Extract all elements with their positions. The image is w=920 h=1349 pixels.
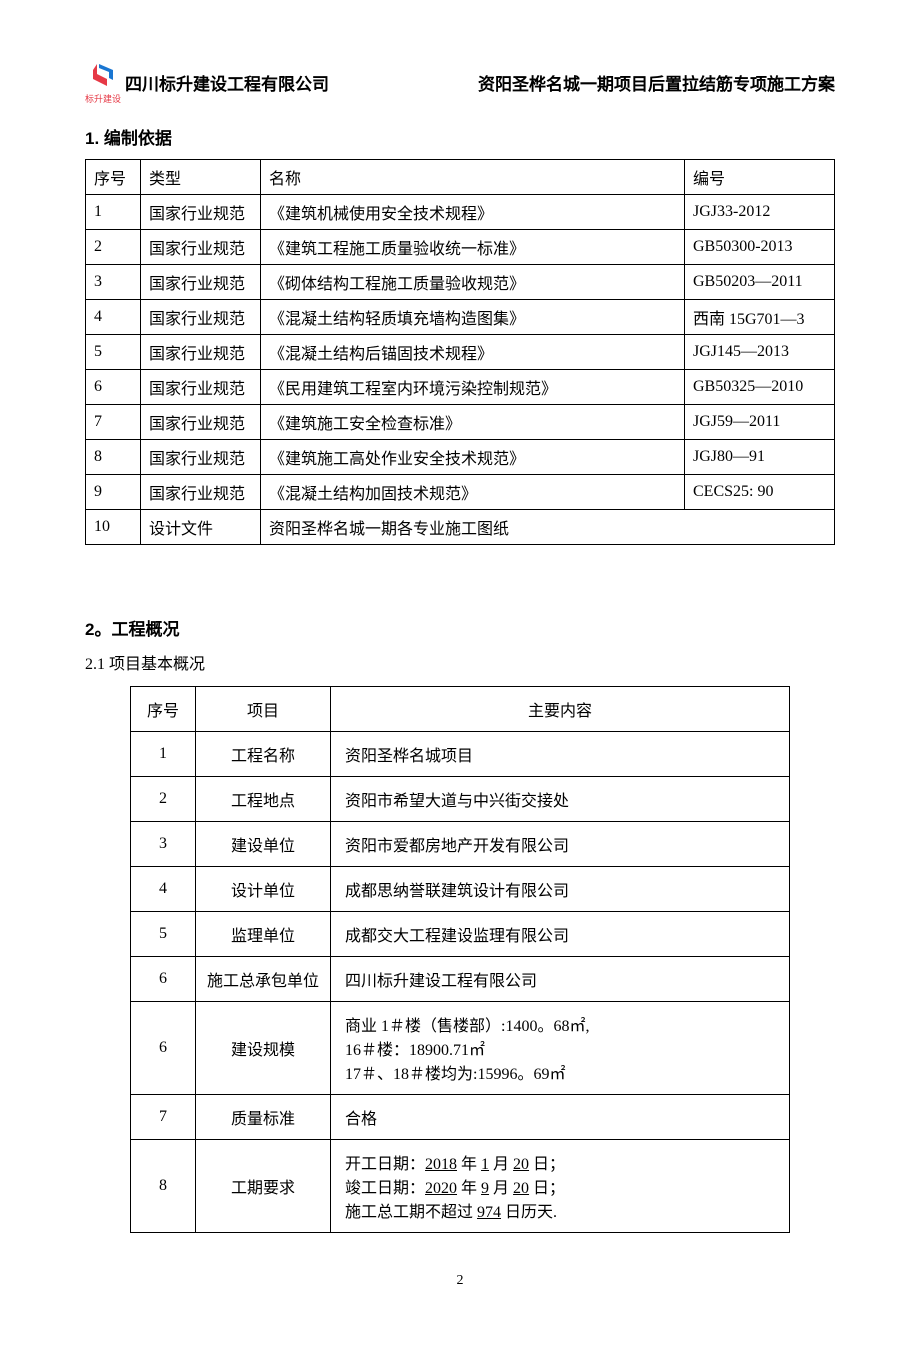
table-row: 8 国家行业规范 《建筑施工高处作业安全技术规范》 JGJ80—91	[86, 440, 835, 475]
table-row: 7 质量标准 合格	[131, 1095, 790, 1140]
logo-text: 标升建设	[85, 92, 121, 105]
section1-heading: 1. 编制依据	[85, 124, 835, 149]
table-row: 1 国家行业规范 《建筑机械使用安全技术规程》 JGJ33-2012	[86, 195, 835, 230]
table-header-row: 序号 项目 主要内容	[131, 687, 790, 732]
section2-subheading: 2.1 项目基本概况	[85, 650, 835, 674]
col-seq: 序号	[86, 160, 141, 195]
table-row: 8 工期要求 开工日期：2018 年 1 月 20 日； 竣工日期：2020 年…	[131, 1140, 790, 1233]
document-header: 标升建设 四川标升建设工程有限公司 资阳圣桦名城一期项目后置拉结筋专项施工方案	[85, 60, 835, 104]
table-row: 4 国家行业规范 《混凝土结构轻质填充墙构造图集》 西南 15G701—3	[86, 300, 835, 335]
table-row: 6 国家行业规范 《民用建筑工程室内环境污染控制规范》 GB50325—2010	[86, 370, 835, 405]
table-row: 2 工程地点 资阳市希望大道与中兴街交接处	[131, 777, 790, 822]
schedule-cell: 开工日期：2018 年 1 月 20 日； 竣工日期：2020 年 9 月 20…	[331, 1140, 790, 1233]
table-row: 5 国家行业规范 《混凝土结构后锚固技术规程》 JGJ145—2013	[86, 335, 835, 370]
table-row: 6 施工总承包单位 四川标升建设工程有限公司	[131, 957, 790, 1002]
col-item: 项目	[196, 687, 331, 732]
page-number: 2	[85, 1273, 835, 1289]
table-row: 9 国家行业规范 《混凝土结构加固技术规范》 CECS25: 90	[86, 475, 835, 510]
table-row: 10 设计文件 资阳圣桦名城一期各专业施工图纸	[86, 510, 835, 545]
company-logo: 标升建设	[85, 60, 121, 104]
table-header-row: 序号 类型 名称 编号	[86, 160, 835, 195]
col-type: 类型	[141, 160, 261, 195]
project-info-table: 序号 项目 主要内容 1 工程名称 资阳圣桦名城项目 2 工程地点 资阳市希望大…	[130, 686, 790, 1233]
table-row: 1 工程名称 资阳圣桦名城项目	[131, 732, 790, 777]
section2-heading: 2。工程概况	[85, 615, 835, 640]
table-row: 7 国家行业规范 《建筑施工安全检查标准》 JGJ59—2011	[86, 405, 835, 440]
project-title: 资阳圣桦名城一期项目后置拉结筋专项施工方案	[478, 70, 835, 95]
table-row: 5 监理单位 成都交大工程建设监理有限公司	[131, 912, 790, 957]
col-seq: 序号	[131, 687, 196, 732]
col-content: 主要内容	[331, 687, 790, 732]
col-code: 编号	[685, 160, 835, 195]
table-row: 3 建设单位 资阳市爱都房地产开发有限公司	[131, 822, 790, 867]
standards-table: 序号 类型 名称 编号 1 国家行业规范 《建筑机械使用安全技术规程》 JGJ3…	[85, 159, 835, 545]
table-row: 2 国家行业规范 《建筑工程施工质量验收统一标准》 GB50300-2013	[86, 230, 835, 265]
table-row: 6 建设规模 商业 1＃楼（售楼部）:1400。68㎡, 16＃楼：18900.…	[131, 1002, 790, 1095]
header-left: 标升建设 四川标升建设工程有限公司	[85, 60, 329, 104]
col-name: 名称	[261, 160, 685, 195]
construction-scale-cell: 商业 1＃楼（售楼部）:1400。68㎡, 16＃楼：18900.71㎡ 17＃…	[331, 1002, 790, 1095]
logo-icon	[89, 60, 117, 90]
table-row: 4 设计单位 成都思纳誉联建筑设计有限公司	[131, 867, 790, 912]
company-name: 四川标升建设工程有限公司	[125, 70, 329, 95]
table-row: 3 国家行业规范 《砌体结构工程施工质量验收规范》 GB50203—2011	[86, 265, 835, 300]
